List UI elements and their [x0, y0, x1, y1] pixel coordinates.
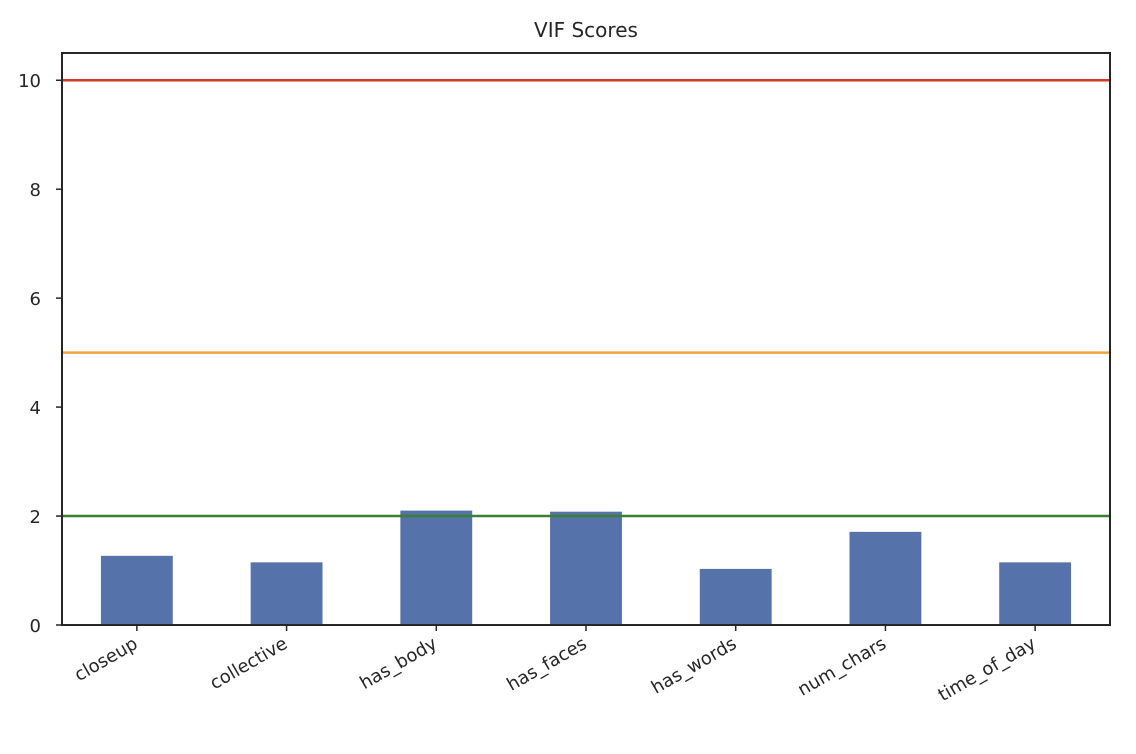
bars-layer — [100, 510, 1072, 625]
y-tick-label: 4 — [30, 398, 41, 419]
x-axis: closeup collective has_body has_faces has_wo… — [71, 625, 1040, 706]
x-tick-label: has_faces — [503, 633, 590, 695]
bar-collective — [250, 562, 323, 625]
bar-has_body — [400, 510, 473, 625]
y-axis: 0 2 4 6 8 10 — [18, 71, 62, 637]
x-tick-label: has_body — [356, 633, 441, 694]
bar-num_chars — [849, 531, 922, 625]
reference-lines-layer — [62, 78, 1110, 518]
y-tick-label: 2 — [30, 507, 41, 528]
x-tick-label: collective — [206, 633, 291, 694]
y-tick-label: 8 — [30, 180, 41, 201]
bar-has_words — [699, 568, 772, 625]
x-tick-label: closeup — [71, 633, 141, 686]
bar-closeup — [100, 555, 173, 625]
bar-time_of_day — [999, 562, 1072, 625]
chart-title: VIF Scores — [534, 18, 638, 42]
plot-frame — [61, 52, 1111, 626]
y-tick-label: 10 — [18, 71, 41, 92]
y-tick-label: 6 — [30, 289, 41, 310]
x-tick-label: has_words — [648, 633, 740, 698]
x-tick-label: time_of_day — [935, 633, 1040, 706]
y-tick-label: 0 — [30, 616, 41, 637]
bar-has_faces — [550, 511, 622, 625]
x-tick-label: num_chars — [794, 633, 890, 700]
